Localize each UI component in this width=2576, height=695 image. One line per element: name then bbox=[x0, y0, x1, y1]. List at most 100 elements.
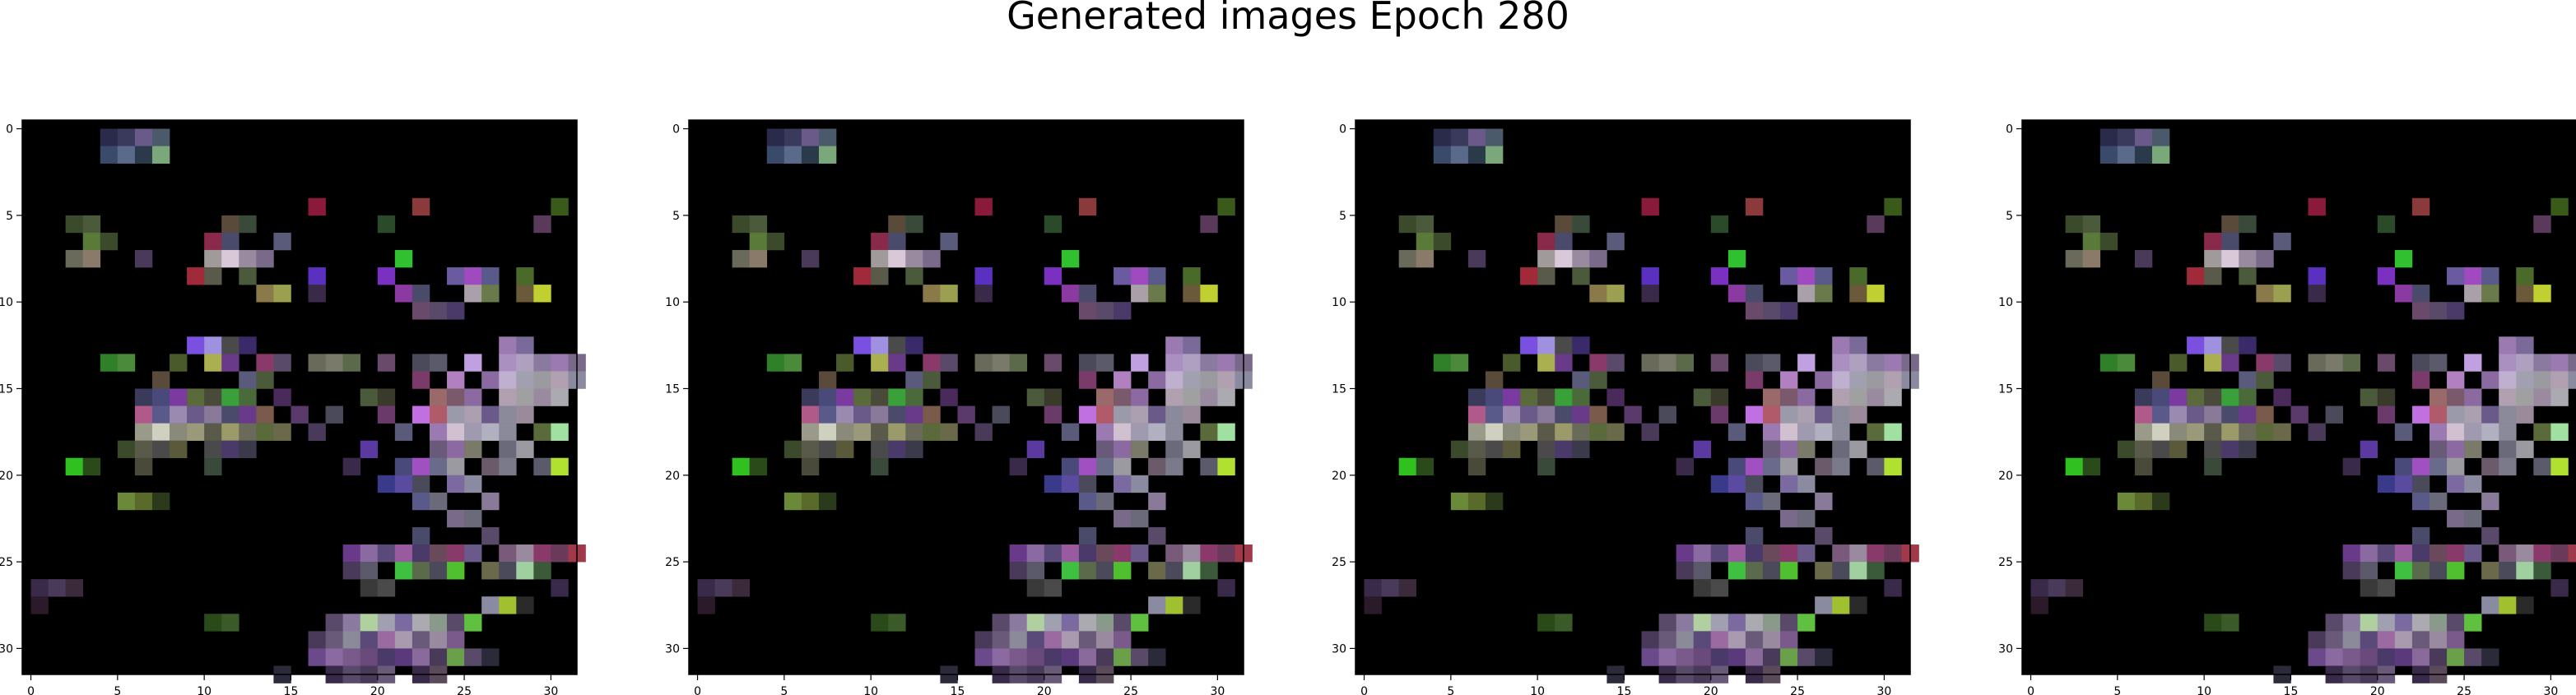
x-tick-label: 10 bbox=[2197, 685, 2211, 695]
y-tick-label: 20 bbox=[1998, 470, 2013, 483]
image-pixel bbox=[2394, 631, 2413, 649]
y-tick-label: 25 bbox=[1332, 556, 1346, 569]
image-pixel bbox=[940, 232, 958, 251]
image-pixel bbox=[1183, 354, 1201, 372]
image-pixel bbox=[117, 146, 136, 164]
image-pixel bbox=[239, 336, 257, 354]
image-pixel bbox=[2221, 388, 2239, 406]
image-pixel bbox=[412, 614, 430, 632]
image-pixel bbox=[905, 371, 923, 389]
image-pixel bbox=[2151, 388, 2170, 406]
image-pixel bbox=[836, 388, 854, 406]
image-pixel bbox=[1537, 405, 1555, 424]
image-pixel bbox=[204, 388, 222, 406]
image-pixel bbox=[1884, 423, 1902, 441]
image-pixel bbox=[1797, 405, 1816, 424]
image-pixel bbox=[1867, 562, 1885, 580]
image-pixel bbox=[2447, 267, 2465, 285]
image-pixel bbox=[1849, 544, 1867, 563]
image-pixel bbox=[1165, 423, 1183, 441]
image-pixel bbox=[1044, 354, 1062, 372]
image-pixel bbox=[325, 648, 343, 666]
image-pixel bbox=[1165, 440, 1183, 459]
image-pixel bbox=[940, 285, 958, 303]
image-pixel bbox=[2429, 614, 2448, 632]
image-pixel bbox=[2360, 440, 2378, 459]
image-pixel bbox=[221, 423, 239, 441]
image-pixel bbox=[2308, 631, 2326, 649]
image-pixel bbox=[412, 544, 430, 563]
image-pixel bbox=[2308, 267, 2326, 285]
image-pixel bbox=[801, 249, 820, 268]
image-pixel bbox=[204, 457, 222, 476]
image-pixel bbox=[2429, 302, 2448, 320]
image-pixel bbox=[1095, 544, 1114, 563]
image-pixel bbox=[1693, 614, 1712, 632]
image-pixel bbox=[2447, 475, 2465, 493]
image-pixel bbox=[1537, 267, 1555, 285]
image-pixel bbox=[308, 631, 326, 649]
y-tick-label: 15 bbox=[0, 382, 13, 396]
image-pixel bbox=[2187, 336, 2205, 354]
image-pixel bbox=[429, 457, 448, 476]
image-pixel bbox=[394, 544, 413, 563]
image-pixel bbox=[1416, 457, 1434, 476]
figure-title: Generated images Epoch 280 bbox=[1007, 0, 1569, 38]
image-pixel bbox=[221, 405, 239, 424]
image-pixel bbox=[1832, 562, 1850, 580]
image-pixel bbox=[30, 596, 49, 614]
image-pixel bbox=[1676, 562, 1695, 580]
image-pixel bbox=[992, 614, 1010, 632]
image-pixel bbox=[1026, 440, 1045, 459]
image-pixel bbox=[394, 614, 413, 632]
image-pixel bbox=[551, 354, 569, 372]
image-pixel bbox=[905, 267, 923, 285]
y-tick-label: 30 bbox=[1332, 642, 1346, 656]
image-pixel bbox=[1114, 423, 1132, 441]
image-pixel bbox=[151, 423, 170, 441]
image-pixel bbox=[2550, 457, 2569, 476]
image-pixel bbox=[1095, 405, 1114, 424]
image-pixel bbox=[2325, 614, 2343, 632]
image-pixel bbox=[1520, 423, 1538, 441]
image-pixel bbox=[2151, 423, 2170, 441]
image-pixel bbox=[871, 267, 889, 285]
image-pixel bbox=[2342, 665, 2361, 683]
image-pixel bbox=[1641, 354, 1659, 372]
image-pixel bbox=[1780, 475, 1798, 493]
image-pixel bbox=[871, 423, 889, 441]
image-pixel bbox=[2151, 146, 2170, 164]
image-pixel bbox=[134, 249, 153, 268]
image-pixel bbox=[342, 648, 361, 666]
image-pixel bbox=[1433, 354, 1452, 372]
image-pixel bbox=[818, 146, 837, 164]
image-pixel bbox=[2273, 354, 2291, 372]
image-pixel bbox=[325, 405, 343, 424]
image-pixel bbox=[2082, 232, 2101, 251]
image-pixel bbox=[1780, 405, 1798, 424]
image-pixel bbox=[377, 354, 396, 372]
image-pixel bbox=[1762, 457, 1781, 476]
image-pixel bbox=[82, 249, 101, 268]
image-pixel bbox=[1131, 440, 1149, 459]
image-pixel bbox=[2239, 249, 2257, 268]
image-pixel bbox=[2308, 285, 2326, 303]
image-pixel bbox=[360, 631, 379, 649]
image-pixel bbox=[1693, 544, 1712, 563]
image-pixel bbox=[2411, 371, 2430, 389]
image-pixel bbox=[905, 440, 923, 459]
image-pixel bbox=[377, 648, 396, 666]
image-pixel bbox=[1658, 665, 1676, 683]
image-pixel bbox=[1485, 405, 1504, 424]
image-pixel bbox=[568, 371, 586, 389]
image-pixel bbox=[394, 423, 413, 441]
image-pixel bbox=[2516, 371, 2534, 389]
image-pixel bbox=[1797, 423, 1816, 441]
image-pixel bbox=[516, 562, 534, 580]
image-pixel bbox=[1797, 354, 1816, 372]
image-pixel bbox=[2481, 371, 2499, 389]
image-pixel bbox=[2464, 440, 2482, 459]
image-pixel bbox=[1433, 146, 1452, 164]
image-pixel bbox=[2429, 405, 2448, 424]
image-pixel bbox=[2394, 285, 2413, 303]
